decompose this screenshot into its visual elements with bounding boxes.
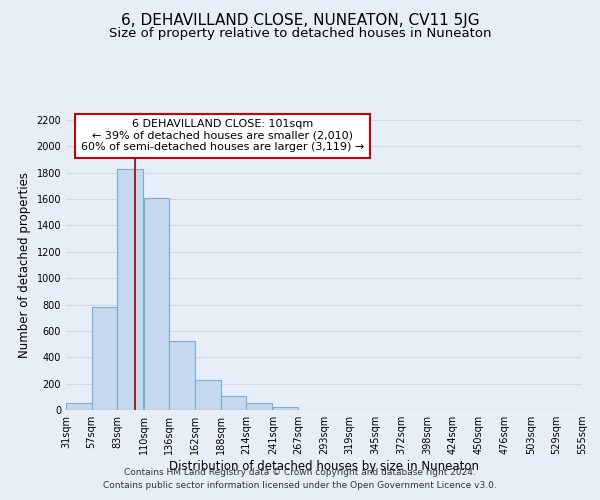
X-axis label: Distribution of detached houses by size in Nuneaton: Distribution of detached houses by size … [169,460,479,473]
Bar [92,307,117,410]
Y-axis label: Number of detached properties: Number of detached properties [18,172,31,358]
Bar [221,396,246,410]
Bar [66,404,92,410]
Text: Contains HM Land Registry data © Crown copyright and database right 2024.: Contains HM Land Registry data © Crown c… [124,468,476,477]
Bar [169,342,195,410]
Text: 6, DEHAVILLAND CLOSE, NUNEATON, CV11 5JG: 6, DEHAVILLAND CLOSE, NUNEATON, CV11 5JG [121,12,479,28]
Bar [246,403,272,410]
Text: 6 DEHAVILLAND CLOSE: 101sqm
← 39% of detached houses are smaller (2,010)
60% of : 6 DEHAVILLAND CLOSE: 101sqm ← 39% of det… [81,119,364,152]
Text: Size of property relative to detached houses in Nuneaton: Size of property relative to detached ho… [109,28,491,40]
Bar [117,169,143,410]
Bar [195,380,221,410]
Bar [273,406,298,410]
Text: Contains public sector information licensed under the Open Government Licence v3: Contains public sector information licen… [103,482,497,490]
Bar [144,198,169,410]
